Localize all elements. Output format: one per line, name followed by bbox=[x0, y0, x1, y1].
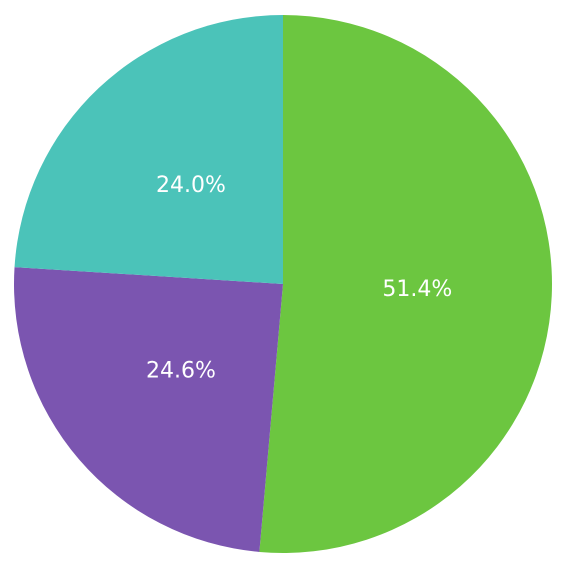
value-label: 24.6% bbox=[146, 359, 216, 384]
pie-slice bbox=[13, 267, 283, 552]
value-label: 24.0% bbox=[156, 173, 226, 198]
value-label: 51.4% bbox=[382, 277, 452, 302]
pie-slice bbox=[14, 15, 283, 284]
pie-slice bbox=[259, 15, 552, 553]
